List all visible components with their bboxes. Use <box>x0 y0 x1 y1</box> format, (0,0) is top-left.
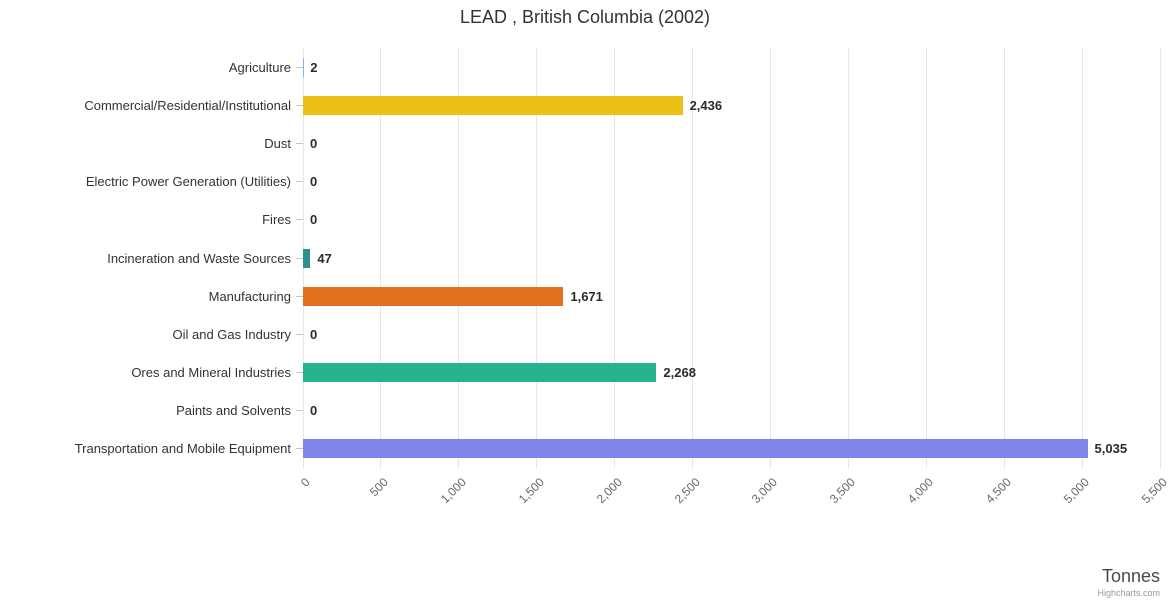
category-axis: Agriculture Commercial/Residential/Instit… <box>0 48 303 468</box>
x-axis-tick-label: 3,500 <box>827 475 859 507</box>
bar-row: 0 <box>303 163 1160 201</box>
x-axis-tick-label: 1,000 <box>437 475 469 507</box>
axis-tick <box>296 448 303 450</box>
bar[interactable] <box>303 286 564 306</box>
gridline <box>1003 48 1005 468</box>
value-label: 2,268 <box>663 365 696 381</box>
bar-row: 2,436 <box>303 86 1160 124</box>
category-label: Agriculture <box>228 59 291 75</box>
value-label: 1,671 <box>570 288 603 304</box>
x-axis-tick-label: 0 <box>298 475 313 490</box>
axis-tick <box>296 257 303 259</box>
category-row: Paints and Solvents <box>0 392 303 430</box>
bar[interactable] <box>303 363 657 383</box>
category-row: Agriculture <box>0 48 303 86</box>
x-axis-tick-label: 2,500 <box>671 475 703 507</box>
gridline <box>1081 48 1083 468</box>
bar-rows: 2 2,436 0 0 0 47 1,671 0 2,268 0 5,035 <box>303 48 1160 468</box>
gridline <box>458 48 460 468</box>
chart-title: LEAD , British Columbia (2002) <box>459 7 711 27</box>
bar-row: 1,671 <box>303 277 1160 315</box>
category-label: Electric Power Generation (Utilities) <box>85 174 291 190</box>
gridline <box>769 48 771 468</box>
gridline <box>847 48 849 468</box>
axis-tick <box>296 181 303 183</box>
x-axis-labels: 0 500 1,000 1,500 2,000 2,500 3,000 3,500 4,000 4… <box>298 470 1170 550</box>
gridline <box>1159 48 1161 468</box>
x-axis-tick-label: 4,500 <box>982 475 1015 507</box>
gridline <box>925 48 927 468</box>
bar-row: 2 <box>303 48 1160 86</box>
axis-tick <box>296 295 303 297</box>
x-axis-tick-label: 1,500 <box>515 475 547 507</box>
gridline <box>536 48 538 468</box>
bar-row: 47 <box>303 239 1160 277</box>
bar[interactable] <box>303 439 1088 459</box>
value-label: 0 <box>310 212 318 228</box>
plot-area: 2 2,436 0 0 0 47 1,671 0 2,268 0 5,035 <box>302 48 1161 468</box>
x-axis-tick-label: 500 <box>366 475 391 500</box>
axis-tick <box>296 219 303 221</box>
axis-title: Tonnes <box>1101 566 1160 586</box>
value-label: 0 <box>310 403 318 419</box>
category-label: Transportation and Mobile Equipment <box>74 441 291 457</box>
axis-tick <box>296 66 303 68</box>
category-row: Commercial/Residential/Institutional <box>0 86 303 124</box>
x-axis-tick-label: 4,000 <box>905 475 937 507</box>
category-row: Dust <box>0 124 303 162</box>
value-label: 5,035 <box>1094 441 1128 457</box>
value-label: 0 <box>310 135 318 151</box>
bar-row: 0 <box>303 124 1160 162</box>
category-row: Fires <box>0 201 303 239</box>
axis-tick <box>296 142 303 144</box>
category-row: Manufacturing <box>0 277 303 315</box>
highcharts-credit: Highcharts.com <box>1097 588 1160 598</box>
category-row: Transportation and Mobile Equipment <box>0 430 303 468</box>
x-axis-tick-label: 2,000 <box>593 475 625 507</box>
bar[interactable] <box>303 95 683 115</box>
gridline <box>692 48 694 468</box>
bar[interactable] <box>303 248 311 268</box>
value-label: 0 <box>310 326 318 342</box>
axis-tick <box>296 104 303 106</box>
value-label: 2 <box>310 59 318 75</box>
category-row: Oil and Gas Industry <box>0 315 303 353</box>
category-row: Electric Power Generation (Utilities) <box>0 163 303 201</box>
category-label: Commercial/Residential/Institutional <box>84 97 291 113</box>
category-label: Manufacturing <box>208 288 291 304</box>
category-row: Incineration and Waste Sources <box>0 239 303 277</box>
category-label: Incineration and Waste Sources <box>107 250 291 266</box>
category-label: Oil and Gas Industry <box>172 326 292 342</box>
value-label: 0 <box>310 174 318 190</box>
value-label: 2,436 <box>689 97 723 113</box>
gridline <box>380 48 382 468</box>
bar-row: 2,268 <box>303 354 1160 392</box>
axis-tick <box>296 372 303 374</box>
bar-row: 0 <box>303 201 1160 239</box>
x-axis-tick-label: 5,000 <box>1060 475 1092 507</box>
x-axis-tick-label: 5,500 <box>1138 475 1170 507</box>
x-axis-tick-label: 3,000 <box>749 475 781 507</box>
category-row: Ores and Mineral Industries <box>0 354 303 392</box>
bar-row: 0 <box>303 315 1160 353</box>
bar-row: 0 <box>303 392 1160 430</box>
category-label: Ores and Mineral Industries <box>131 365 291 381</box>
bar-row: 5,035 <box>303 430 1160 468</box>
category-label: Dust <box>264 135 291 151</box>
axis-tick <box>296 410 303 412</box>
category-label: Paints and Solvents <box>176 403 291 419</box>
category-label: Fires <box>262 212 291 228</box>
gridline <box>614 48 616 468</box>
axis-tick <box>296 333 303 335</box>
value-label: 47 <box>317 250 332 266</box>
